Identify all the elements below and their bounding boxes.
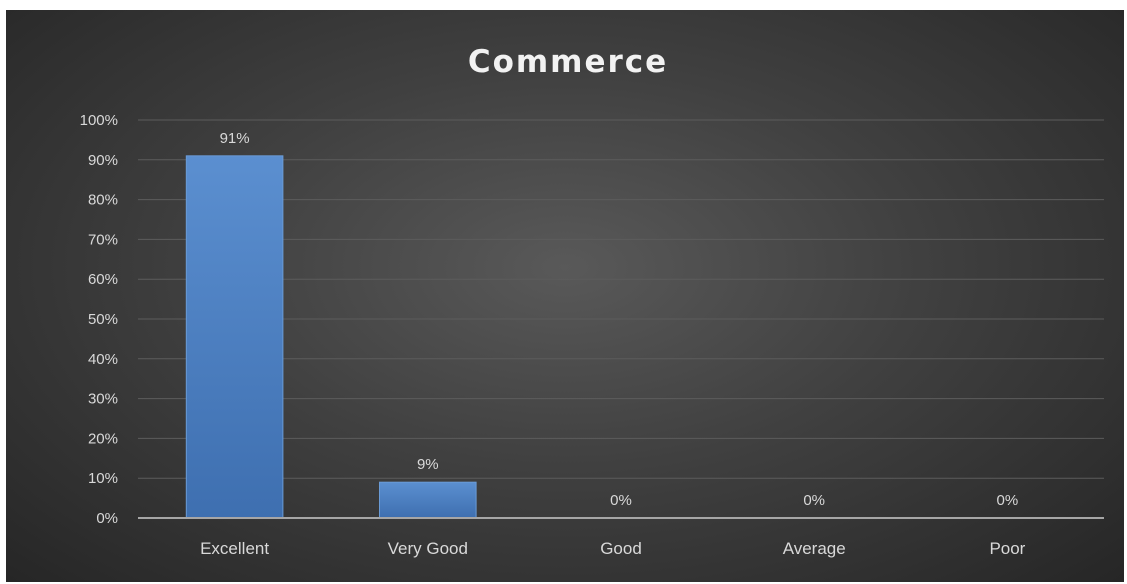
y-tick-label: 70% — [88, 231, 118, 248]
y-tick-label: 80% — [88, 192, 118, 209]
y-tick-label: 60% — [88, 271, 118, 288]
chart-title: Commerce — [468, 44, 668, 80]
x-tick-label: Poor — [989, 539, 1025, 558]
data-label: 0% — [997, 492, 1019, 509]
y-tick-label: 50% — [88, 311, 118, 328]
bar-very-good — [379, 481, 477, 519]
x-tick-label: Average — [783, 539, 846, 558]
bar-excellent — [185, 155, 284, 519]
y-tick-label: 90% — [88, 152, 118, 169]
x-tick-label: Excellent — [200, 539, 269, 558]
y-tick-label: 0% — [96, 510, 118, 527]
data-label: 0% — [803, 492, 825, 509]
data-label: 0% — [610, 492, 632, 509]
y-tick-label: 20% — [88, 430, 118, 447]
y-tick-label: 30% — [88, 391, 118, 408]
x-tick-label: Good — [600, 539, 642, 558]
y-tick-label: 10% — [88, 470, 118, 487]
y-tick-label: 100% — [80, 112, 118, 129]
x-tick-label: Very Good — [388, 539, 468, 558]
data-label: 9% — [417, 456, 439, 473]
data-label: 91% — [220, 130, 250, 147]
y-tick-label: 40% — [88, 351, 118, 368]
